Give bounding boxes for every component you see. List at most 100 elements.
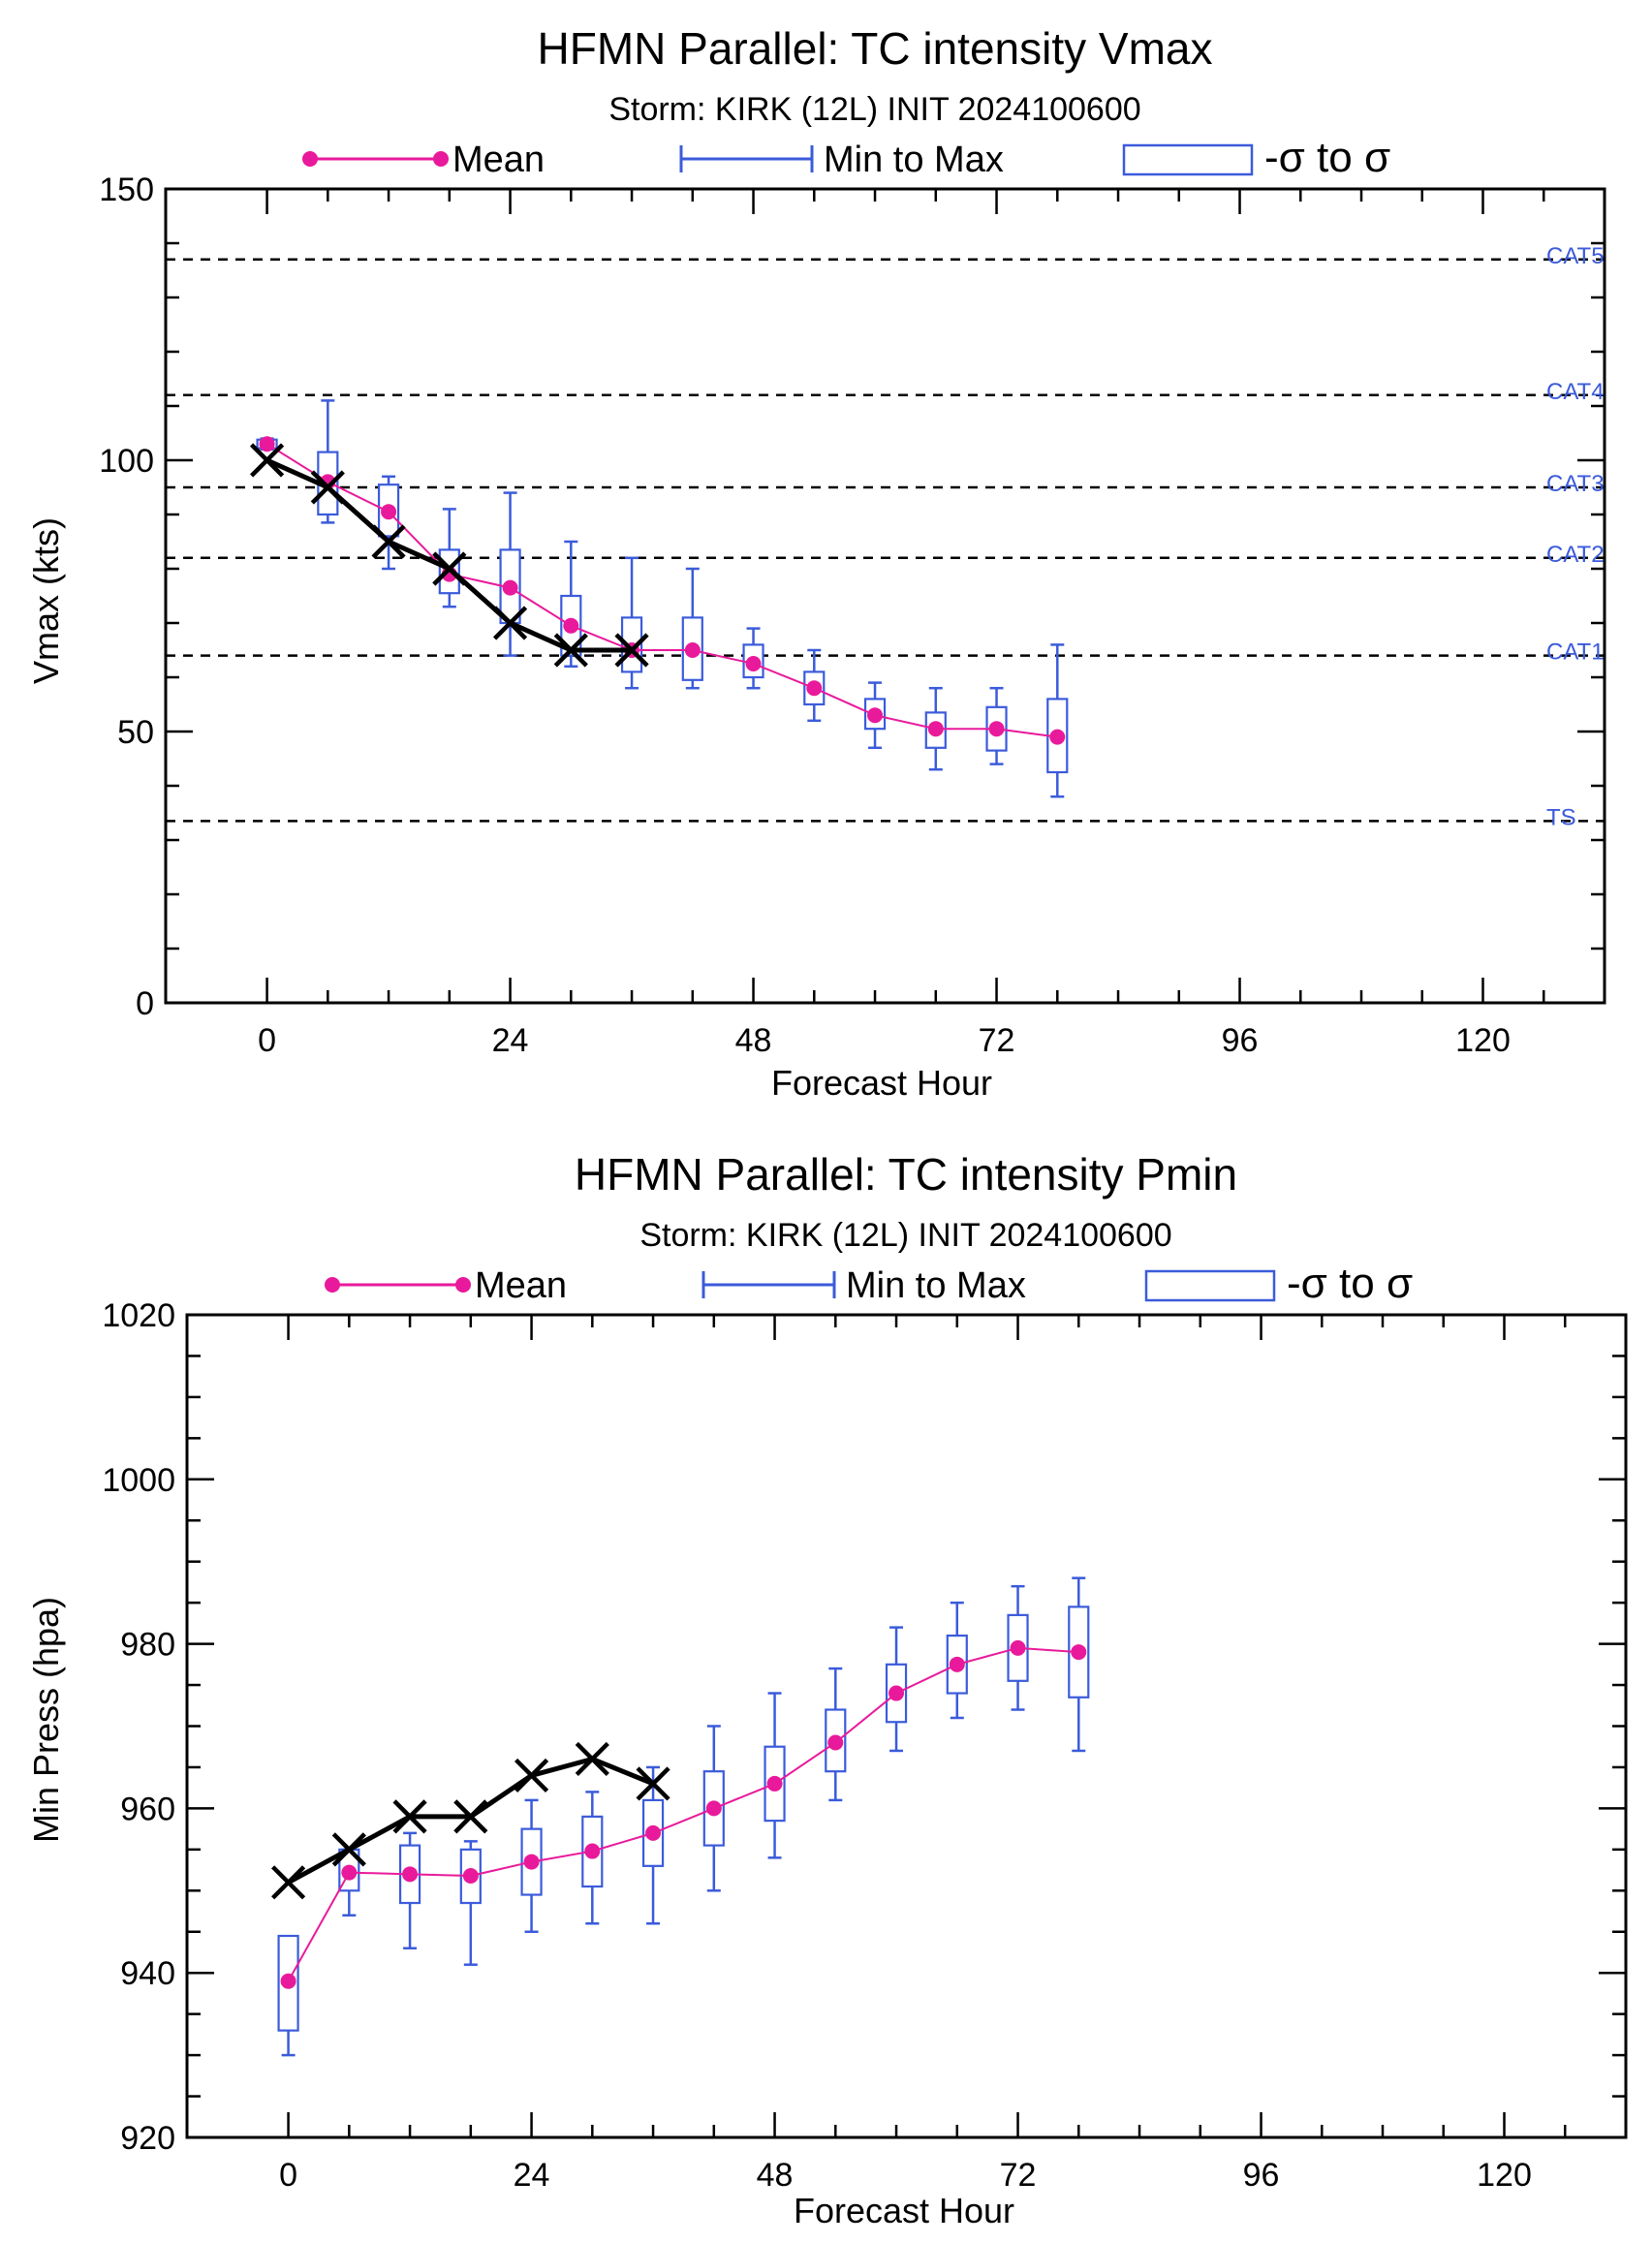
pmin-mean-point xyxy=(827,1734,844,1751)
vmax-mean-series xyxy=(259,436,1066,745)
pmin-observed-x-stroke xyxy=(636,1766,670,1801)
pmin-observed-series xyxy=(270,1741,670,1900)
vmax-legend-minmax: Min to Max xyxy=(679,140,1004,180)
pmin-observed-point xyxy=(392,1799,427,1834)
vmax-observed-point xyxy=(249,443,285,478)
vmax-ref-label: CAT4 xyxy=(1546,379,1605,405)
pmin-legend-mean: Mean xyxy=(325,1265,567,1306)
vmax-mean-point xyxy=(563,617,579,634)
legend-mean-marker xyxy=(433,151,449,167)
pmin-y-tick-label: 1020 xyxy=(102,1297,175,1334)
pmin-mean-point xyxy=(705,1800,722,1817)
pmin-observed-point xyxy=(636,1766,670,1801)
vmax-category-lines: CAT5 CAT4 CAT3 CAT2 CAT1 TS xyxy=(166,243,1605,830)
pmin-mean-point xyxy=(280,1973,296,1989)
pmin-x-tick-label: 0 xyxy=(279,2157,297,2194)
pmin-plot-area xyxy=(185,1313,1628,2139)
vmax-y-tick-label: 150 xyxy=(99,171,154,208)
vmax-x-tick-label: 72 xyxy=(979,1022,1015,1059)
vmax-chart: HFMN Parallel: TC intensity Vmax Storm: … xyxy=(26,23,1606,1103)
pmin-mean-point xyxy=(645,1824,662,1841)
pmin-observed-point xyxy=(575,1741,609,1777)
vmax-observed-point xyxy=(371,524,406,559)
pmin-x-tick-label: 48 xyxy=(757,2157,794,2194)
vmax-ref-label: CAT1 xyxy=(1546,639,1605,666)
pmin-legend-minmax: Min to Max xyxy=(701,1265,1026,1306)
vmax-mean-point xyxy=(259,436,275,452)
pmin-mean-point xyxy=(402,1866,419,1883)
pmin-mean-point xyxy=(462,1868,479,1885)
legend-mean-label: Mean xyxy=(452,140,545,180)
vmax-mean-point xyxy=(867,707,884,724)
pmin-y-tick-label: 1000 xyxy=(102,1462,175,1499)
vmax-mean-point xyxy=(745,656,762,671)
vmax-y-tick-label: 0 xyxy=(136,985,154,1022)
vmax-ref-label: CAT5 xyxy=(1546,243,1605,269)
vmax-observed-point xyxy=(553,633,588,668)
pmin-observed-point xyxy=(270,1865,306,1900)
pmin-mean-point xyxy=(1010,1639,1026,1656)
vmax-tick-labels: 0 24 48 72 96 120 0 50 100 150 xyxy=(99,171,1511,1059)
vmax-y-tick-label: 50 xyxy=(117,714,154,751)
vmax-observed-point xyxy=(432,551,467,586)
vmax-observed-x-stroke xyxy=(492,606,528,640)
pmin-observed-x-stroke xyxy=(575,1741,609,1777)
vmax-ref-label: CAT2 xyxy=(1546,542,1605,568)
legend-mean-marker xyxy=(325,1277,340,1293)
vmax-ensemble-boxes xyxy=(256,399,1069,798)
pmin-chart-subtitle: Storm: KIRK (12L) INIT 2024100600 xyxy=(639,1217,1171,1254)
vmax-x-axis-label: Forecast Hour xyxy=(771,1063,992,1103)
vmax-mean-point xyxy=(927,721,944,737)
pmin-y-tick-label: 980 xyxy=(120,1627,175,1664)
vmax-mean-point xyxy=(684,642,701,658)
vmax-y-axis-label: Vmax (kts) xyxy=(26,517,66,684)
pmin-plot-frame xyxy=(185,1313,1628,2139)
pmin-y-tick-label: 940 xyxy=(120,1955,175,1992)
pmin-observed-point xyxy=(453,1799,488,1834)
legend-mean-label: Mean xyxy=(475,1265,567,1306)
vmax-observed-x-stroke xyxy=(249,443,285,478)
vmax-legend-sigma: -σ to σ xyxy=(1122,134,1390,181)
vmax-mean-point xyxy=(806,680,823,697)
pmin-mean-point xyxy=(341,1864,358,1881)
vmax-plot-area xyxy=(164,187,1606,1005)
pmin-legend-sigma: -σ to σ xyxy=(1144,1260,1413,1307)
pmin-observed-x-stroke xyxy=(514,1758,549,1793)
legend-sigma-box xyxy=(1144,1269,1276,1302)
vmax-mean-point xyxy=(988,721,1005,737)
vmax-x-tick-label: 96 xyxy=(1222,1022,1259,1059)
pmin-x-axis-label: Forecast Hour xyxy=(794,2191,1014,2230)
pmin-y-tick-label: 960 xyxy=(120,1791,175,1827)
pmin-axis-ticks xyxy=(187,1313,1628,2139)
pmin-mean-point xyxy=(949,1656,965,1672)
pmin-observed-point xyxy=(514,1758,549,1793)
legend-minmax-label: Min to Max xyxy=(846,1265,1026,1306)
pmin-x-tick-label: 96 xyxy=(1243,2157,1280,2194)
vmax-observed-x-stroke xyxy=(371,524,406,559)
vmax-plot-frame xyxy=(164,187,1606,1005)
vmax-observed-series xyxy=(249,443,649,668)
vmax-legend-mean: Mean xyxy=(302,140,545,180)
pmin-mean-point xyxy=(888,1685,905,1701)
pmin-tick-labels: 0 24 48 72 96 120 920 940 960 980 1000 1020 xyxy=(102,1297,1532,2194)
vmax-observed-x-stroke xyxy=(614,633,649,668)
pmin-x-tick-label: 120 xyxy=(1477,2157,1532,2194)
vmax-ref-label: TS xyxy=(1546,804,1576,830)
pmin-observed-x-stroke xyxy=(392,1799,427,1834)
pmin-chart-title: HFMN Parallel: TC intensity Pmin xyxy=(575,1149,1237,1200)
vmax-observed-point xyxy=(310,470,345,505)
pmin-observed-x-stroke xyxy=(453,1799,488,1834)
vmax-observed-x-stroke xyxy=(553,633,588,668)
vmax-chart-title: HFMN Parallel: TC intensity Vmax xyxy=(538,23,1213,74)
legend-sigma-label: -σ to σ xyxy=(1287,1260,1413,1307)
legend-minmax-label: Min to Max xyxy=(824,140,1004,180)
pmin-ensemble-boxes xyxy=(277,1576,1090,2057)
vmax-x-tick-label: 24 xyxy=(492,1022,529,1059)
pmin-mean-series xyxy=(280,1639,1087,1989)
vmax-mean-line xyxy=(266,443,1058,738)
pmin-legend: Mean Min to Max -σ to σ xyxy=(325,1260,1413,1307)
vmax-mean-point xyxy=(502,579,518,596)
vmax-x-tick-label: 48 xyxy=(735,1022,772,1059)
legend-mean-marker xyxy=(455,1277,471,1293)
